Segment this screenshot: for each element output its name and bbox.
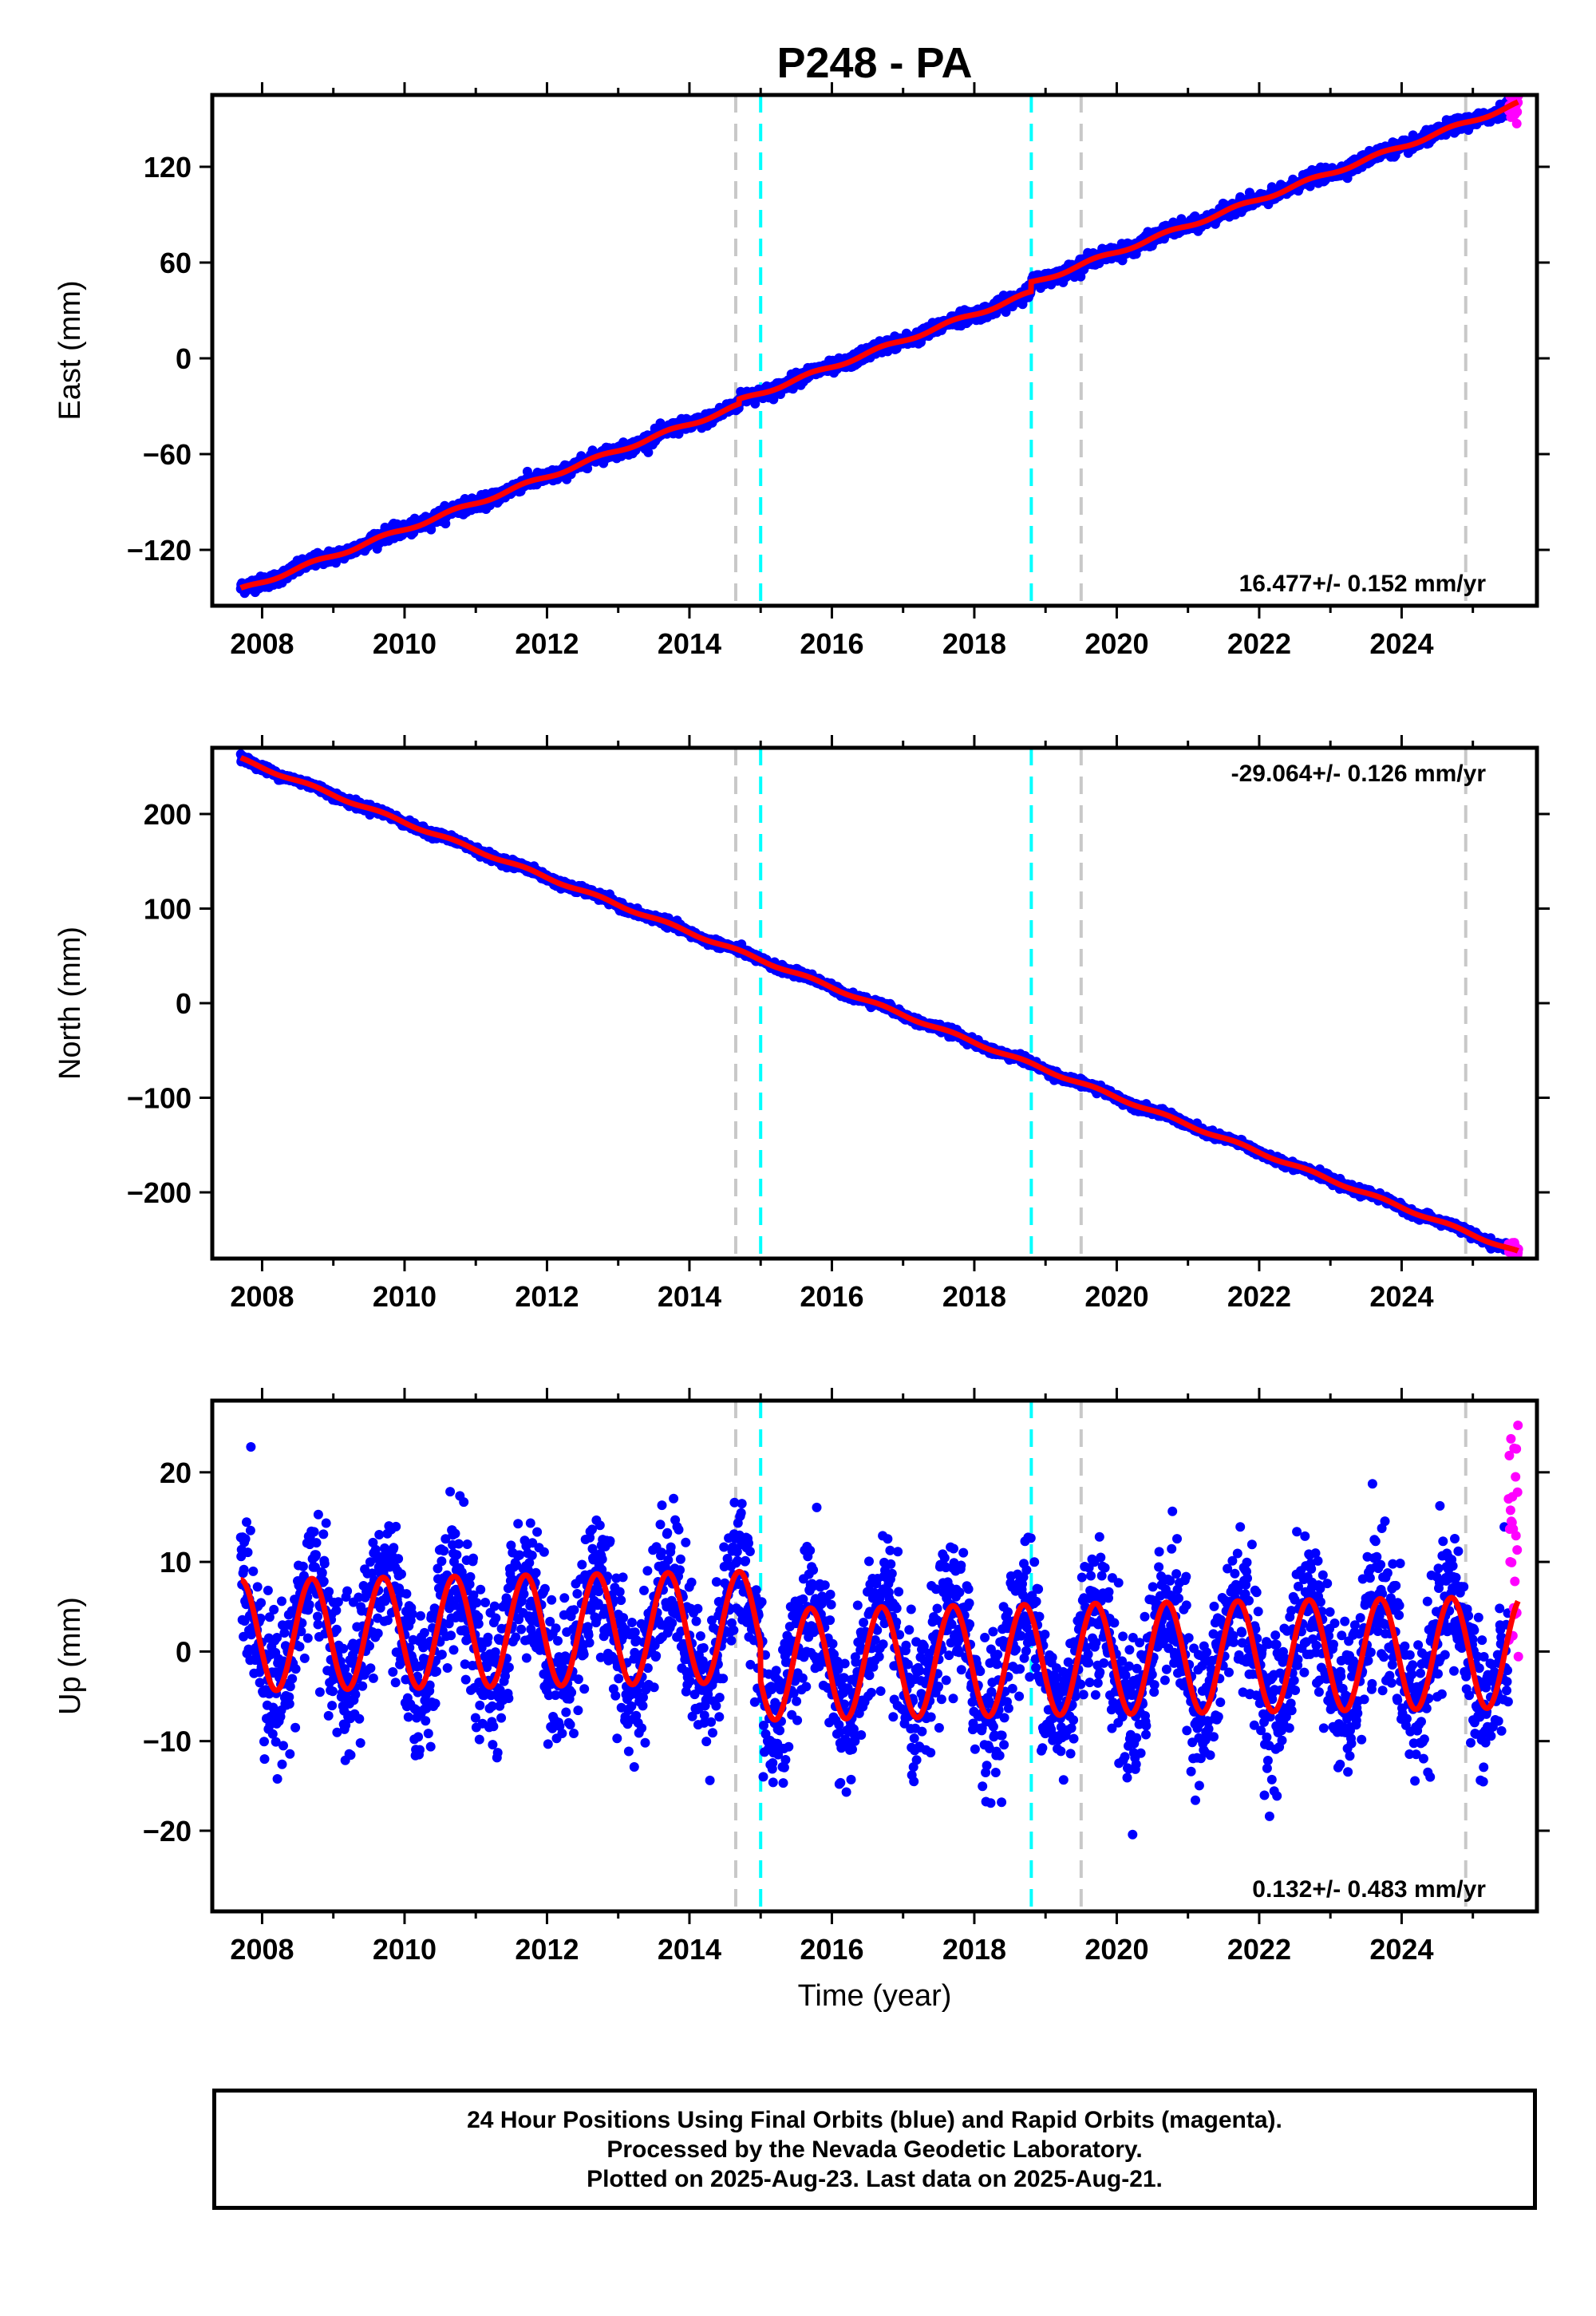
north-panel: 2008 2010 2012 2014 2016 2018 2020 2022 2024−200…	[53, 735, 1550, 1313]
rapid-point	[1511, 118, 1522, 128]
rapid-point	[1512, 107, 1523, 117]
velocity-label: 16.477+/- 0.152 mm/yr	[1239, 571, 1487, 597]
y-tick-label: 60	[160, 247, 192, 279]
x-tick-label: 2008	[230, 627, 294, 660]
y-tick-label: −120	[127, 534, 192, 567]
chart-title: P248 - PA	[776, 39, 972, 87]
y-tick-label: 0	[176, 342, 192, 375]
x-tick-label: 2014	[658, 627, 721, 660]
x-tick-label: 2024	[1369, 627, 1433, 660]
east-panel: 2008 2010 2012 2014 2016 2018 2020 2022 2024 −120…	[53, 82, 1550, 660]
x-tick-label: 2010	[373, 627, 437, 660]
y-tick-label: 120	[144, 151, 192, 184]
y-tick-label: −60	[143, 438, 192, 471]
x-tick-label: 2018	[942, 627, 1006, 660]
x-tick-label: 2020	[1084, 627, 1148, 660]
x-tick-label: 2016	[800, 627, 863, 660]
final-point	[426, 524, 437, 535]
x-tick-label: 2012	[515, 627, 579, 660]
y-axis-label: East (mm)	[53, 280, 87, 420]
x-tick-label: 2022	[1227, 627, 1291, 660]
